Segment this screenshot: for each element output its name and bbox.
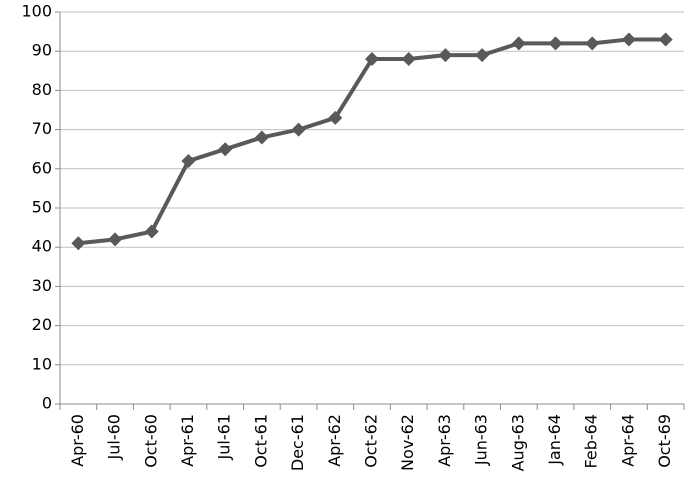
x-tick-label: Dec-61	[288, 414, 307, 471]
x-tick-label: Nov-62	[398, 414, 417, 471]
data-point	[144, 224, 159, 239]
y-tick-label: 40	[32, 237, 52, 256]
x-tick-label: Feb-64	[582, 414, 601, 468]
x-tick-label: Jul-61	[215, 414, 234, 460]
x-tick-label: Jul-60	[105, 414, 124, 460]
data-point	[475, 48, 490, 63]
x-tick-label: Oct-69	[655, 414, 674, 468]
data-point	[365, 52, 379, 67]
y-tick-label: 100	[21, 2, 52, 21]
y-tick-label: 90	[32, 41, 52, 60]
x-tick-label: Apr-62	[325, 414, 344, 467]
x-tick-label: Oct-61	[251, 414, 270, 468]
y-tick-label: 80	[32, 80, 52, 99]
y-tick-label: 0	[42, 394, 52, 413]
data-point	[548, 36, 563, 51]
data-point	[511, 36, 526, 51]
data-point	[254, 130, 269, 145]
y-tick-label: 70	[32, 119, 52, 138]
data-point	[218, 142, 233, 157]
y-tick-label: 10	[32, 354, 52, 373]
data-point	[658, 32, 673, 47]
x-tick-label: Jan-64	[545, 414, 564, 466]
x-tick-label: Oct-62	[362, 414, 381, 468]
x-tick-label: Oct-60	[141, 414, 160, 468]
data-point	[621, 32, 636, 47]
x-tick-label: Apr-64	[618, 414, 637, 467]
data-point	[328, 110, 343, 125]
data-line	[78, 37, 666, 246]
data-point	[438, 48, 453, 63]
data-point	[181, 153, 196, 168]
data-point	[585, 36, 600, 51]
x-tick-label: Apr-61	[178, 414, 197, 467]
data-point	[291, 122, 306, 137]
y-tick-label: 20	[32, 315, 52, 334]
data-point	[401, 52, 416, 67]
x-tick-label: Aug-63	[508, 414, 527, 471]
y-tick-label: 50	[32, 198, 52, 217]
y-tick-label: 30	[32, 276, 52, 295]
x-tick-label: Apr-60	[68, 414, 87, 467]
data-point	[108, 232, 123, 247]
x-tick-label: Apr-63	[435, 414, 454, 467]
data-point	[71, 236, 86, 251]
y-tick-label: 60	[32, 158, 52, 177]
x-tick-label: Jun-63	[472, 414, 491, 466]
